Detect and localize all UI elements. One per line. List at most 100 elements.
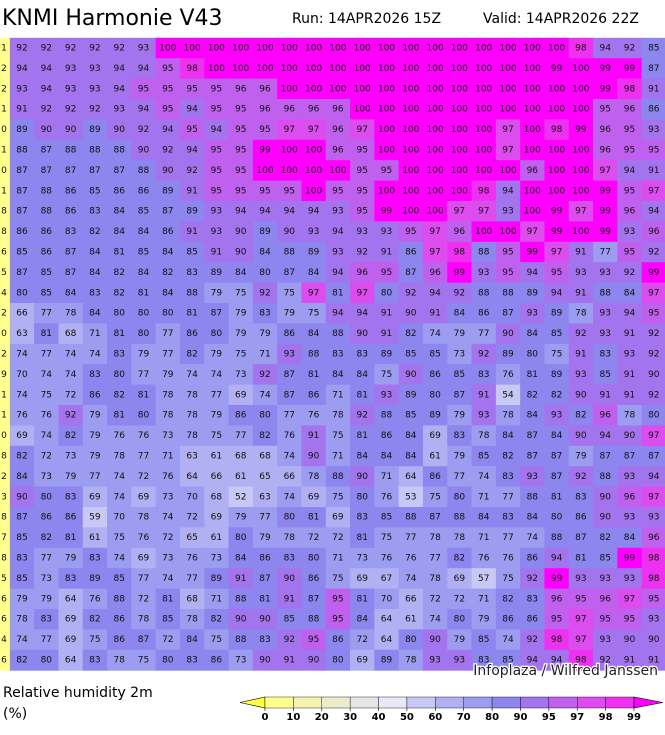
humidity-cell (350, 160, 375, 182)
humidity-cell (495, 99, 521, 120)
humidity-value: 84 (89, 268, 101, 278)
humidity-value: 83 (89, 554, 100, 564)
humidity-value: 77 (284, 411, 295, 421)
humidity-value: 87 (16, 513, 27, 523)
humidity-value: 76 (308, 411, 320, 421)
humidity-cell (34, 343, 59, 365)
humidity-cell (617, 180, 643, 202)
humidity-cell (82, 160, 108, 182)
humidity-cell (277, 343, 302, 365)
humidity-cell (277, 486, 302, 508)
humidity-cell (374, 201, 400, 222)
humidity-value: 77 (235, 431, 246, 441)
humidity-cell (131, 282, 157, 304)
humidity-value: 88 (308, 350, 320, 360)
humidity-cell (131, 262, 157, 284)
humidity-value: 97 (502, 125, 513, 135)
humidity-cell (544, 343, 570, 365)
humidity-value: 57 (478, 574, 489, 584)
humidity-cell (422, 466, 448, 488)
humidity-cell (325, 588, 351, 610)
humidity-cell (179, 282, 205, 304)
humidity-value: 86 (41, 227, 53, 237)
humidity-value: 80 (454, 615, 466, 625)
humidity-cell (422, 282, 448, 304)
humidity-cell (325, 364, 351, 386)
humidity-cell (0, 78, 11, 100)
humidity-value: 100 (475, 105, 492, 115)
humidity-value: 78 (624, 411, 636, 421)
humidity-value: 91 (211, 248, 222, 258)
humidity-cell (617, 282, 643, 304)
humidity-value: 91 (624, 370, 635, 380)
humidity-value: 100 (256, 44, 273, 54)
humidity-cell (252, 425, 278, 447)
humidity-value: 100 (281, 44, 298, 54)
title: KNMI Harmonie V43 (2, 6, 223, 31)
humidity-cell (228, 609, 254, 630)
humidity-value: 91 (575, 288, 586, 298)
humidity-cell (82, 139, 108, 161)
humidity-value: 100 (524, 207, 541, 217)
humidity-cell (568, 323, 594, 345)
humidity-value: 69 (138, 554, 150, 564)
humidity-value: 97 (599, 166, 610, 176)
humidity-value: 95 (235, 105, 246, 115)
humidity-value: 89 (89, 574, 101, 584)
humidity-value: 86 (259, 554, 271, 564)
humidity-value: 88 (332, 472, 344, 482)
humidity-value: 77 (211, 390, 222, 400)
humidity-cell (495, 547, 521, 569)
humidity-cell (471, 364, 497, 386)
humidity-cell (422, 364, 448, 386)
humidity-value: 66 (16, 309, 28, 319)
humidity-cell (204, 303, 230, 324)
humidity-cell (228, 58, 254, 80)
humidity-cell (58, 139, 84, 161)
humidity-cell (252, 507, 278, 528)
humidity-value: 99 (624, 64, 636, 74)
colorbar-segment (264, 696, 294, 709)
humidity-cell (593, 221, 618, 243)
humidity-cell (131, 588, 157, 610)
humidity-cell (107, 201, 132, 222)
humidity-value: 92 (89, 44, 100, 54)
humidity-value: 81 (113, 329, 124, 339)
humidity-value: 83 (454, 431, 465, 441)
humidity-value: 97 (624, 594, 635, 604)
humidity-value: 79 (16, 594, 28, 604)
humidity-value: 91 (478, 390, 489, 400)
humidity-value: 94 (356, 309, 368, 319)
humidity-cell (398, 343, 424, 365)
humidity-value: 80 (381, 288, 393, 298)
humidity-cell (520, 282, 545, 304)
humidity-value: 87 (575, 533, 586, 543)
humidity-cell (544, 364, 570, 386)
humidity-cell (252, 486, 278, 508)
humidity-cell (568, 99, 594, 120)
humidity-value: 79 (211, 350, 223, 360)
colorbar-tick-label: 10 (286, 712, 300, 723)
humidity-cell (82, 201, 108, 222)
humidity-value: 84 (454, 309, 466, 319)
humidity-value: 80 (138, 411, 150, 421)
humidity-value: 76 (381, 554, 393, 564)
humidity-cell (58, 160, 84, 182)
humidity-value: 89 (502, 350, 514, 360)
humidity-cell (568, 364, 594, 386)
humidity-cell (374, 160, 400, 182)
humidity-value: 73 (235, 656, 246, 666)
humidity-cell (422, 262, 448, 284)
humidity-value: 100 (184, 44, 201, 54)
humidity-cell (301, 119, 327, 141)
humidity-value: 96 (332, 125, 344, 135)
humidity-value: 84 (235, 268, 247, 278)
humidity-cell (495, 466, 521, 488)
humidity-cell (58, 405, 84, 426)
humidity-value: 78 (575, 309, 587, 319)
humidity-cell (0, 139, 11, 161)
humidity-cell (58, 323, 84, 345)
humidity-value: 94 (186, 146, 198, 156)
humidity-value: 1 (1, 146, 7, 156)
